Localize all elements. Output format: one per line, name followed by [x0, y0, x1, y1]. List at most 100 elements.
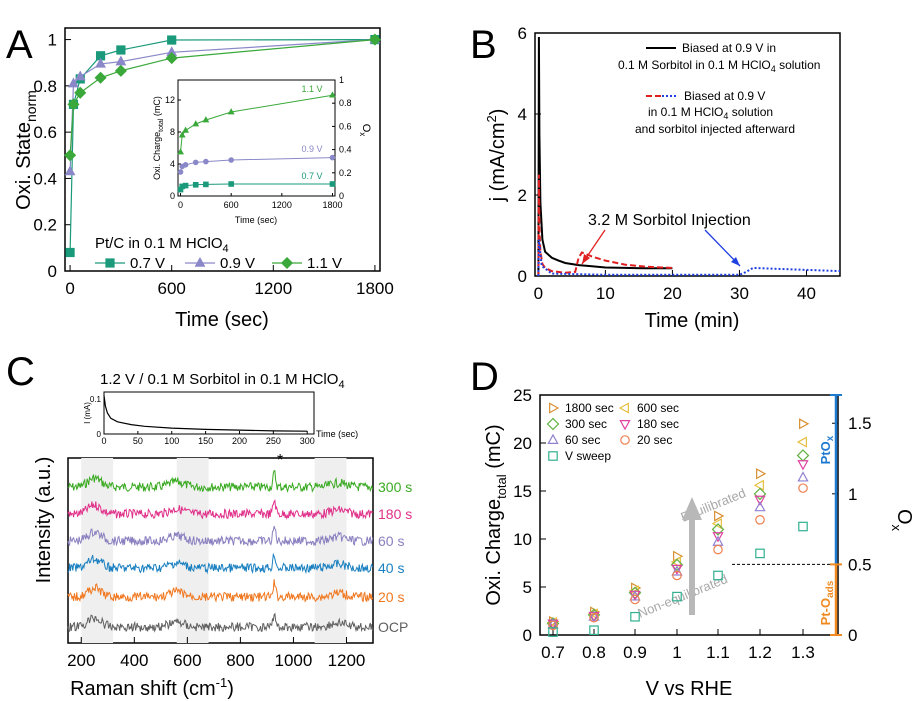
panel-a-point	[368, 33, 381, 46]
panel-a-inset-ytick-right-label: 0.4	[339, 145, 352, 155]
panel-c-title: 1.2 V / 0.1 M Sorbitol in 0.1 M HClO4	[100, 371, 345, 391]
panel-c-spectrum	[67, 499, 374, 521]
panel-label-b: B	[470, 23, 497, 67]
panel-c-xtick-label: 400	[120, 651, 148, 670]
panel-d-xtick-label: 0.9	[623, 643, 647, 662]
panel-b-xtick-label: 10	[596, 284, 615, 303]
panel-a-point	[116, 45, 126, 55]
panel-c-highlight-band	[314, 458, 347, 643]
panel-d-point	[755, 548, 765, 559]
panel-d-ytick-label: 5	[523, 578, 532, 597]
panel-b-xtick-label: 20	[663, 284, 682, 303]
panel-c-inset-xtick-label: 200	[232, 436, 247, 446]
panel-d-legend-marker	[547, 433, 559, 444]
panel-a-ytick-label: 0	[48, 262, 57, 281]
panel-d-ytick-right-label: 0	[848, 626, 857, 645]
panel-a-inset-point	[329, 91, 336, 98]
panel-a-inset-xtick-label: 1800	[322, 200, 342, 210]
panel-c-xlabel: Raman shift (cm-1)	[70, 675, 234, 700]
panel-c-spectrum-label: OCP	[378, 619, 408, 635]
panel-a-inset-point	[177, 148, 184, 155]
panel-c-ylabel: Intensity (a.u.)	[33, 457, 55, 584]
panel-a-inset-point	[228, 157, 234, 163]
panel-b-legend-2-line3: and sorbitol injected afterward	[635, 122, 795, 136]
panel-a-inset-point	[227, 108, 235, 115]
panel-c-frame	[67, 457, 374, 644]
panel-d-point	[712, 532, 724, 543]
panel-a-point	[68, 77, 79, 88]
panel-a-point	[115, 55, 127, 66]
panel-b-chart: 0 10 20 30 40 0 2 4 6 Time (min) j (mA/cm2) Bias…	[484, 24, 841, 332]
panel-d-point	[548, 627, 558, 637]
panel-d-point	[797, 460, 809, 471]
panel-a-inset-point	[192, 120, 200, 127]
panel-c-inset-xtick-label: 100	[164, 436, 179, 446]
panel-d-point	[799, 418, 810, 430]
panel-a-point	[67, 98, 80, 111]
panel-a-point	[65, 247, 75, 258]
panel-c-inset-ytick-label: 0	[97, 430, 102, 439]
panel-a-inset-point	[192, 159, 199, 166]
panel-a-xtick-label: 0	[65, 279, 74, 298]
panel-d-point	[589, 625, 599, 635]
panel-a-inset-point	[177, 169, 184, 175]
panel-c-spectrum-label: 180 s	[378, 506, 412, 522]
panel-d-point	[713, 544, 723, 555]
panel-d-point	[796, 449, 810, 462]
panel-d-legend-label: 600 sec	[637, 401, 679, 415]
panel-d-xtick-label: 0.7	[541, 643, 565, 662]
panel-c-inset-xtick-label: 50	[133, 436, 143, 446]
panel-b-ylabel: j (mA/cm2)	[484, 109, 509, 203]
panel-d-point	[754, 501, 766, 512]
panel-a-legend-label: 0.7 V	[130, 255, 165, 272]
panel-a-inset-series-label: 0.9 V	[301, 144, 322, 154]
panel-a-point	[74, 86, 87, 99]
panel-d-ytick-label: 0	[523, 626, 532, 645]
panel-b-ytick-label: 4	[518, 105, 527, 124]
panel-d-ytick-right-label: 1	[848, 485, 857, 504]
panel-d-ytick-label: 25	[513, 386, 532, 405]
panel-b-frame	[534, 32, 841, 277]
panel-a-point	[167, 35, 177, 45]
panel-a-legend-marker	[280, 256, 294, 270]
panel-d-point	[630, 594, 640, 605]
panel-a-inset-series-label: 1.1 V	[301, 84, 322, 94]
panel-d-point	[753, 479, 764, 491]
panel-b-series-black	[537, 36, 673, 277]
panel-d-legend-marker	[546, 417, 560, 431]
panel-c-inset-ylabel: I (mA)	[83, 402, 92, 424]
panel-b-ytick-label: 2	[518, 186, 527, 205]
panel-a-inset-point	[329, 181, 336, 187]
panel-d-point	[756, 468, 767, 480]
panel-d-point	[589, 612, 599, 623]
panel-d-ytick-label: 10	[513, 530, 532, 549]
panel-d-ptoads-label: Pt-Oads	[818, 580, 836, 625]
panel-b-arrowhead-red	[582, 254, 590, 264]
panel-d-point	[713, 570, 723, 581]
panel-d-ytick-right-label: 1.5	[848, 414, 872, 433]
panel-a-inset-point	[329, 154, 336, 161]
panel-a-inset-ytick-label: 8	[170, 127, 175, 137]
panel-a-inset-ytick-label: 0	[170, 191, 175, 201]
panel-d-point	[548, 620, 558, 631]
panel-a-inset-xtick-label: 1200	[272, 200, 292, 210]
panel-d-legend-marker	[549, 402, 560, 414]
panel-d-grey-arrowhead	[682, 497, 702, 520]
panel-d-point	[672, 570, 682, 581]
panel-d-ytick-right-label: 0.5	[848, 555, 872, 574]
panel-a-point	[114, 64, 127, 77]
panel-c-spectrum	[67, 579, 374, 603]
panel-c-inset-ytick-label: 0.1	[90, 395, 102, 404]
panel-c-xtick-label: 1000	[275, 651, 313, 670]
panel-d-point	[672, 591, 682, 602]
panel-c-xtick-label: 1200	[328, 651, 366, 670]
panel-a-frame	[64, 27, 381, 272]
panel-a-point	[165, 52, 178, 65]
panel-a-legend-marker	[105, 258, 115, 268]
panel-a-legend-title: Pt/C in 0.1 M HClO4	[95, 235, 229, 255]
panel-b-series-blue	[537, 239, 841, 277]
panel-label-c: C	[6, 350, 35, 394]
panel-d-point	[798, 521, 808, 532]
